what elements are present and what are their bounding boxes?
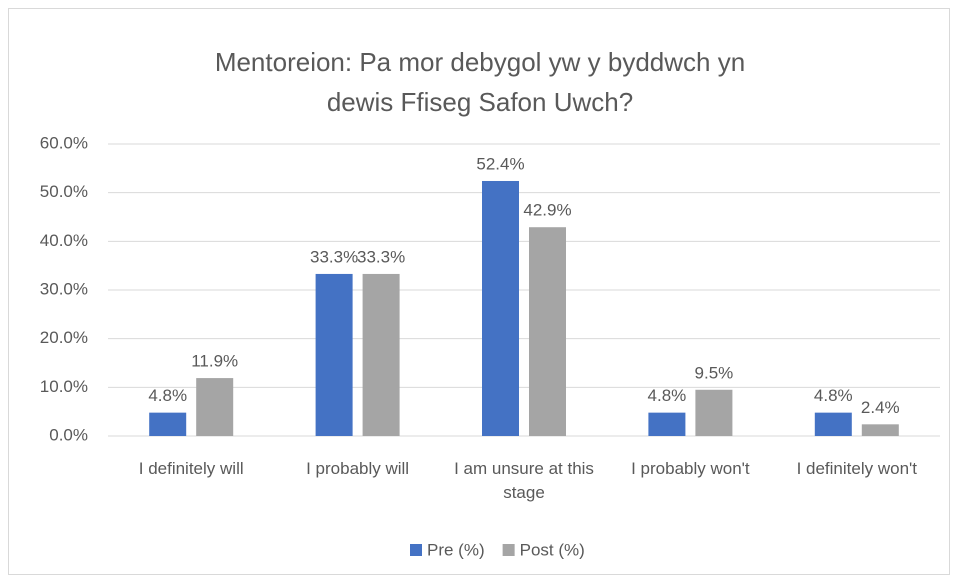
y-tick-label: 30.0%: [40, 279, 88, 298]
chart-title: Mentoreion: Pa mor debygol yw y byddwch …: [214, 47, 746, 117]
bar: [861, 424, 899, 436]
data-label: 11.9%: [191, 352, 238, 371]
y-tick-label: 0.0%: [49, 425, 88, 444]
y-tick-label: 10.0%: [40, 377, 88, 396]
y-tick-label: 20.0%: [40, 328, 88, 347]
y-tick-label: 40.0%: [40, 231, 88, 250]
bar: [529, 227, 566, 436]
bar: [648, 412, 686, 436]
chart-border: [8, 8, 950, 575]
data-label: 42.9%: [523, 201, 571, 220]
bar: [149, 412, 187, 436]
data-label: 4.8%: [814, 386, 853, 405]
legend-swatch: [410, 544, 422, 556]
bar: [814, 412, 852, 436]
data-label: 9.5%: [695, 363, 734, 382]
data-label: 52.4%: [476, 154, 524, 173]
legend-label: Post (%): [520, 540, 585, 559]
x-tick-label: I definitely will: [138, 459, 244, 478]
legend-label: Pre (%): [427, 540, 485, 559]
data-label: 33.3%: [310, 247, 358, 266]
x-tick-label: I probably won't: [631, 459, 750, 478]
x-tick-label: I probably will: [306, 459, 410, 478]
bar: [196, 378, 234, 436]
data-label: 4.8%: [148, 386, 187, 405]
bar: [482, 180, 519, 436]
data-label: 2.4%: [861, 398, 900, 417]
x-tick-label: I definitely won't: [796, 459, 917, 478]
bar: [362, 273, 400, 436]
bar: [695, 389, 733, 436]
bar: [315, 273, 353, 436]
y-tick-label: 50.0%: [40, 182, 88, 201]
y-tick-label: 60.0%: [40, 133, 88, 152]
data-label: 4.8%: [648, 386, 687, 405]
data-label: 33.3%: [357, 247, 405, 266]
legend-swatch: [502, 544, 515, 556]
x-tick-label: I am unsure at this stage: [454, 459, 594, 502]
